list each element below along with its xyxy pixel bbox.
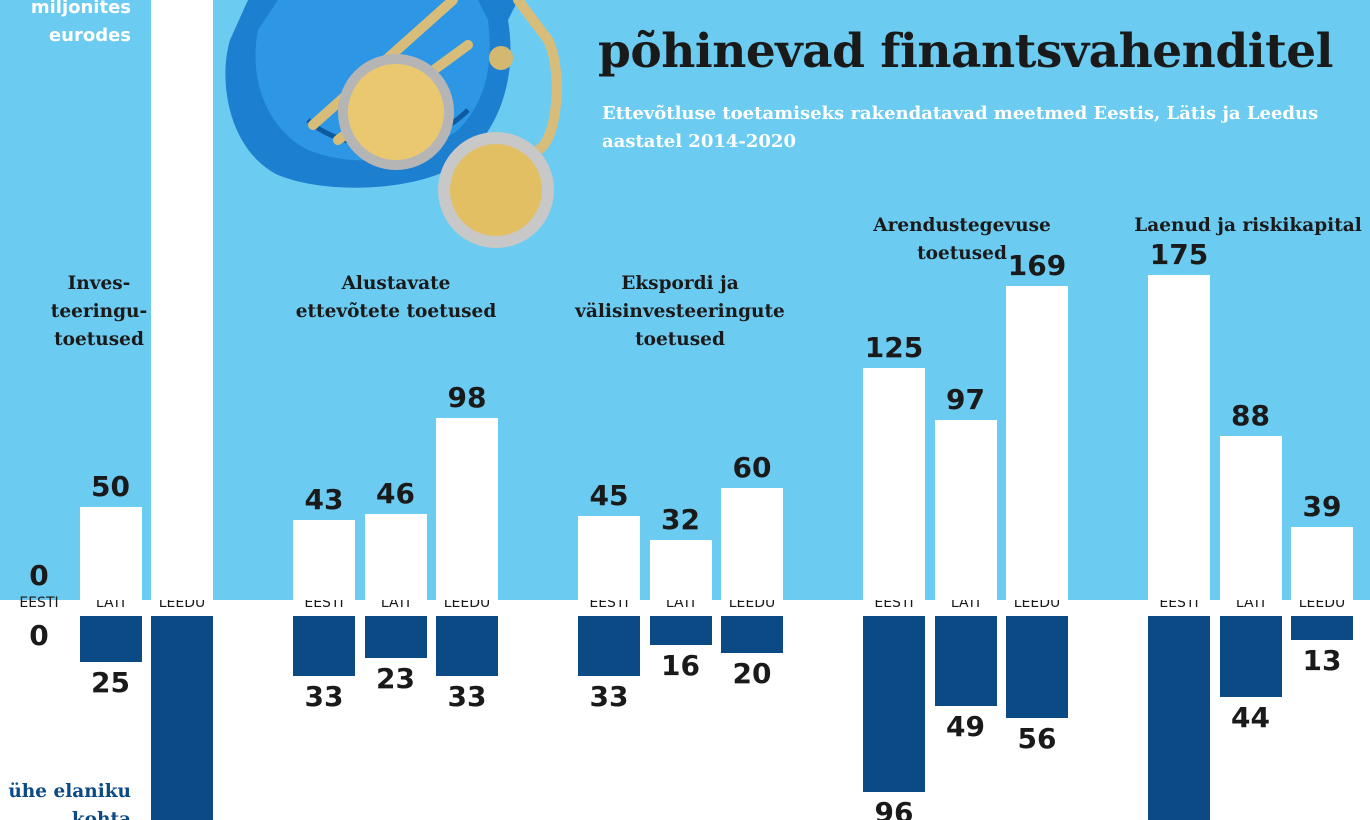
- bar-total: [151, 0, 213, 600]
- group-label: Arendustegevuse toetused: [822, 212, 1102, 268]
- value-label-total: 0: [29, 559, 49, 592]
- value-label-total: 43: [304, 483, 344, 517]
- per-capita-label-line2: kohta: [71, 809, 131, 820]
- group-label-line: ettevõtete toetused: [295, 301, 497, 322]
- group-label-line: Ekspordi ja: [621, 273, 739, 294]
- bar-per-capita: [436, 616, 498, 677]
- unit-label-line1: miljonites: [30, 0, 131, 18]
- group-label-line: Inves-: [67, 273, 131, 294]
- bar-total: [863, 367, 925, 600]
- bar-per-capita: [151, 616, 213, 820]
- unit-label-line2: eurodes: [48, 25, 131, 46]
- bar-per-capita: [293, 616, 355, 677]
- bar-per-capita: [649, 616, 712, 646]
- bar-total: [364, 514, 427, 600]
- value-label-per-capita: 49: [946, 709, 985, 743]
- group-label: Inves-teeringu-toetused: [0, 270, 239, 354]
- bar-total: [1148, 274, 1210, 600]
- bar-total: [1291, 527, 1353, 600]
- value-label-per-capita: 20: [732, 656, 772, 690]
- group-label: Ekspordi ja välisinvesteeringute toetused: [540, 270, 820, 354]
- bar-per-capita: [1006, 616, 1068, 719]
- value-label-total: 169: [1007, 248, 1067, 282]
- group-label-line: välisinvesteeringute: [575, 301, 785, 322]
- value-label-per-capita: 33: [447, 680, 487, 714]
- unit-label: miljonites eurodes: [6, 0, 131, 50]
- value-label-total: 45: [589, 479, 629, 513]
- bar-total: [293, 520, 355, 600]
- value-label-per-capita: 23: [376, 662, 415, 696]
- value-label-per-capita: 33: [304, 680, 344, 714]
- value-label-total: 175: [1149, 237, 1209, 271]
- value-label-total: 39: [1302, 490, 1342, 524]
- value-label-per-capita: 96: [874, 795, 914, 820]
- chart-subtitle: Ettevõtluse toetamiseks rakendatavad mee…: [602, 103, 1319, 152]
- value-label-per-capita: 16: [661, 649, 700, 683]
- bar-per-capita: [364, 616, 427, 659]
- value-label-per-capita: 33: [589, 680, 629, 714]
- value-label-total: 98: [447, 380, 487, 414]
- bar-per-capita: [863, 616, 925, 792]
- value-label-total: 60: [732, 451, 772, 485]
- value-label-per-capita: 13: [1302, 643, 1342, 677]
- group-label-line: Arendustegevuse: [873, 215, 1051, 236]
- bar-total: [578, 516, 640, 600]
- value-label-total: 50: [91, 470, 130, 503]
- group-label: Alustavate ettevõtete toetused: [256, 270, 536, 326]
- group-label-line: Alustavate: [341, 273, 451, 294]
- value-label-total: 125: [864, 330, 924, 364]
- bar-total: [934, 419, 997, 600]
- value-label-per-capita: 25: [91, 665, 130, 699]
- bar-per-capita: [721, 616, 783, 653]
- value-label-per-capita: 0: [29, 619, 49, 652]
- bar-per-capita: [578, 616, 640, 677]
- value-label-total: 97: [946, 382, 985, 416]
- value-label-per-capita: 56: [1017, 722, 1057, 756]
- group-label-line: teeringu-: [50, 301, 148, 322]
- country-label: EESTI: [19, 595, 59, 611]
- bar-total: [79, 507, 142, 600]
- bar-total: [1006, 285, 1068, 600]
- value-label-total: 32: [661, 503, 700, 537]
- bar-total: [649, 540, 712, 600]
- value-label-total: 88: [1231, 399, 1270, 433]
- bar-per-capita: [1291, 616, 1353, 640]
- coin-purse-illustration: [225, 0, 562, 248]
- bar-per-capita: [1148, 616, 1210, 820]
- bar-total: [436, 417, 498, 600]
- bar-per-capita: [1219, 616, 1282, 697]
- group-label-line: toetused: [635, 329, 725, 350]
- bar-total: [1219, 436, 1282, 600]
- per-capita-label: ühe elaniku kohta: [6, 778, 131, 820]
- value-label-total: 46: [376, 477, 415, 511]
- bar-total: [721, 488, 783, 600]
- chart-title: põhinevad finantsvahenditel: [598, 24, 1334, 79]
- group-label: Laenud ja riskikapital: [1108, 212, 1370, 240]
- bar-per-capita: [934, 616, 997, 706]
- bar-per-capita: [79, 616, 142, 662]
- per-capita-label-line1: ühe elaniku: [8, 781, 131, 802]
- group-label-line: toetused: [917, 243, 1007, 264]
- value-label-per-capita: 44: [1231, 700, 1270, 734]
- group-label-line: toetused: [54, 329, 144, 350]
- group-label-line: Laenud ja riskikapital: [1134, 215, 1362, 236]
